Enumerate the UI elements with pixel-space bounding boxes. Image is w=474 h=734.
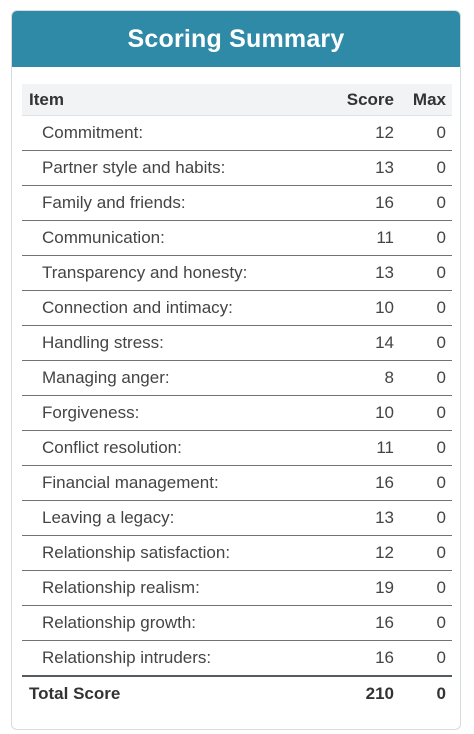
row-max: 0 bbox=[400, 220, 452, 256]
row-item: Transparency and honesty: bbox=[22, 255, 324, 291]
table-row: Communication: 11 0 bbox=[22, 220, 452, 256]
row-item: Relationship growth: bbox=[22, 605, 324, 641]
table-row: Family and friends: 16 0 bbox=[22, 185, 452, 221]
row-item: Financial management: bbox=[22, 465, 324, 501]
row-max: 0 bbox=[400, 395, 452, 431]
total-row: Total Score 210 0 bbox=[22, 676, 452, 710]
table-row: Relationship satisfaction: 12 0 bbox=[22, 535, 452, 571]
table-row: Commitment: 12 0 bbox=[22, 115, 452, 151]
table-row: Partner style and habits: 13 0 bbox=[22, 150, 452, 186]
row-max: 0 bbox=[400, 535, 452, 571]
total-label: Total Score bbox=[29, 683, 121, 703]
table-row: Connection and intimacy: 10 0 bbox=[22, 290, 452, 326]
row-item: Connection and intimacy: bbox=[22, 290, 324, 326]
table-row: Conflict resolution: 11 0 bbox=[22, 430, 452, 466]
row-item: Communication: bbox=[22, 220, 324, 256]
row-item: Conflict resolution: bbox=[22, 430, 324, 466]
row-max: 0 bbox=[400, 185, 452, 221]
row-max: 0 bbox=[400, 360, 452, 396]
row-score: 8 bbox=[324, 360, 400, 396]
total-max: 0 bbox=[436, 683, 446, 703]
scoring-summary-card: Scoring Summary Item Score Max Commitmen… bbox=[11, 10, 461, 730]
row-max: 0 bbox=[400, 115, 452, 151]
table-row: Leaving a legacy: 13 0 bbox=[22, 500, 452, 536]
row-max: 0 bbox=[400, 500, 452, 536]
row-item: Relationship satisfaction: bbox=[22, 535, 324, 571]
card-title: Scoring Summary bbox=[12, 11, 460, 67]
table-row: Relationship realism: 19 0 bbox=[22, 570, 452, 606]
row-max: 0 bbox=[400, 570, 452, 606]
row-item: Relationship intruders: bbox=[22, 640, 324, 677]
table-row: Transparency and honesty: 13 0 bbox=[22, 255, 452, 291]
row-max: 0 bbox=[400, 605, 452, 641]
table-row: Handling stress: 14 0 bbox=[22, 325, 452, 361]
row-score: 19 bbox=[324, 570, 400, 606]
total-score: 210 bbox=[365, 683, 394, 703]
row-item: Family and friends: bbox=[22, 185, 324, 221]
row-score: 13 bbox=[324, 500, 400, 536]
column-header-max: Max bbox=[400, 84, 452, 116]
row-item: Leaving a legacy: bbox=[22, 500, 324, 536]
row-max: 0 bbox=[400, 255, 452, 291]
row-item: Relationship realism: bbox=[22, 570, 324, 606]
row-max: 0 bbox=[400, 150, 452, 186]
table-header-row: Item Score Max bbox=[22, 84, 452, 116]
row-score: 11 bbox=[324, 220, 400, 256]
row-score: 14 bbox=[324, 325, 400, 361]
table-row: Managing anger: 8 0 bbox=[22, 360, 452, 396]
row-score: 13 bbox=[324, 150, 400, 186]
row-item: Partner style and habits: bbox=[22, 150, 324, 186]
row-score: 16 bbox=[324, 605, 400, 641]
column-header-item: Item bbox=[22, 84, 324, 116]
row-item: Managing anger: bbox=[22, 360, 324, 396]
scoring-table: Item Score Max Commitment: 12 0 Partner … bbox=[22, 84, 452, 710]
table-row: Relationship growth: 16 0 bbox=[22, 605, 452, 641]
row-max: 0 bbox=[400, 325, 452, 361]
column-header-score: Score bbox=[324, 84, 400, 116]
row-score: 12 bbox=[324, 115, 400, 151]
row-score: 12 bbox=[324, 535, 400, 571]
row-item: Handling stress: bbox=[22, 325, 324, 361]
row-item: Forgiveness: bbox=[22, 395, 324, 431]
row-max: 0 bbox=[400, 290, 452, 326]
row-score: 10 bbox=[324, 290, 400, 326]
row-score: 11 bbox=[324, 430, 400, 466]
row-item: Commitment: bbox=[22, 115, 324, 151]
row-score: 16 bbox=[324, 185, 400, 221]
row-score: 16 bbox=[324, 465, 400, 501]
row-max: 0 bbox=[400, 640, 452, 677]
table-row: Forgiveness: 10 0 bbox=[22, 395, 452, 431]
row-score: 10 bbox=[324, 395, 400, 431]
row-max: 0 bbox=[400, 430, 452, 466]
table-row: Financial management: 16 0 bbox=[22, 465, 452, 501]
table-row: Relationship intruders: 16 0 bbox=[22, 640, 452, 677]
row-max: 0 bbox=[400, 465, 452, 501]
row-score: 13 bbox=[324, 255, 400, 291]
row-score: 16 bbox=[324, 640, 400, 677]
